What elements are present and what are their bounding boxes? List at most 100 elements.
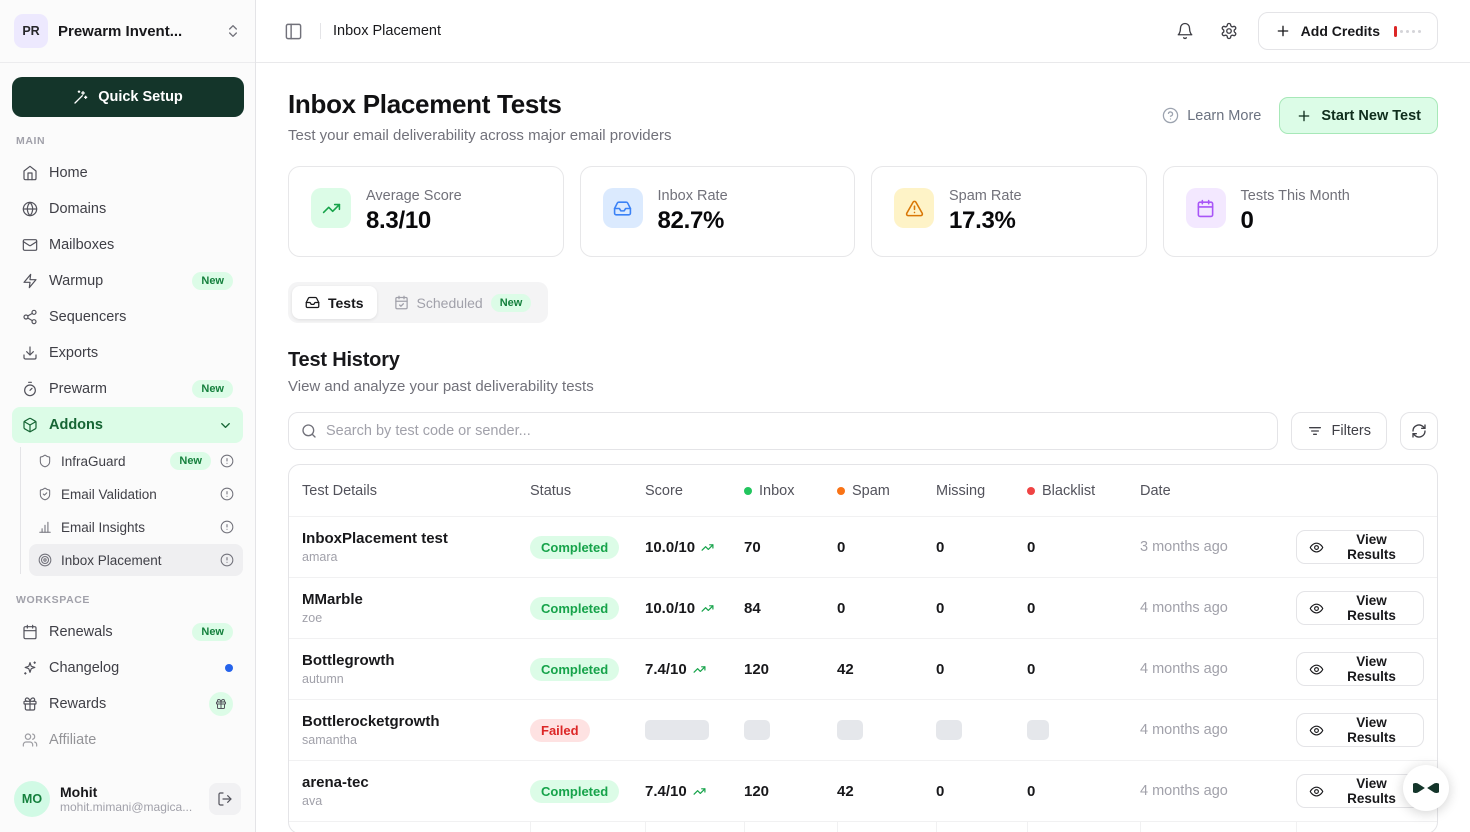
org-switcher[interactable]: PR Prewarm Invent... [0, 0, 255, 63]
stat-card-tests-this-month: Tests This Month 0 [1162, 166, 1438, 257]
quick-setup-button[interactable]: Quick Setup [12, 77, 244, 117]
stat-label: Average Score [366, 188, 462, 204]
settings-button[interactable] [1214, 16, 1244, 46]
view-results-button[interactable]: View Results [1296, 774, 1424, 808]
stat-text: Inbox Rate 82.7% [658, 188, 728, 235]
tab-scheduled[interactable]: Scheduled New [381, 286, 545, 319]
table-row: MMarble zoe Completed 10.0/10 84 0 0 0 4… [289, 577, 1437, 638]
tab-tests[interactable]: Tests [292, 286, 377, 319]
users-icon [22, 732, 38, 748]
user-email: mohit.mimani@magica... [60, 800, 193, 814]
cell-missing: 0 [936, 782, 945, 800]
cell-inbox: 120 [744, 782, 770, 800]
gear-icon [1220, 22, 1238, 40]
sidebar-item-addons[interactable]: Addons [12, 407, 243, 443]
view-results-button[interactable]: View Results [1296, 530, 1424, 564]
cell-blacklist: 0 [1027, 538, 1036, 556]
cell-test-details: Bottlerocketgrowth samantha [302, 713, 530, 747]
sidebar-subitem-email-validation[interactable]: Email Validation [29, 478, 243, 510]
refresh-button[interactable] [1400, 412, 1438, 450]
sidebar-subitem-label: Email Validation [61, 486, 157, 502]
cell-status: Completed [530, 596, 645, 620]
table-row: arena-tec ava Completed 7.4/10 120 42 0 … [289, 760, 1437, 821]
info-circle-icon [220, 487, 234, 501]
sidebar-item-affiliate[interactable]: Affiliate [12, 722, 243, 758]
notification-dot [225, 664, 233, 672]
cell-spam: 0 [837, 538, 846, 556]
sidebar-item-renewals[interactable]: Renewals New [12, 614, 243, 650]
cell-score: 10.0/10 [645, 600, 744, 617]
cell-inbox [744, 720, 837, 740]
info-circle-icon [220, 454, 234, 468]
addons-subtree: InfraGuard New Email Validation Email In… [20, 445, 243, 576]
sidebar-toggle-button[interactable] [278, 16, 308, 46]
org-name: Prewarm Invent... [58, 22, 183, 40]
table-row: InboxPlacement test amara Completed 10.0… [289, 516, 1437, 577]
sidebar-item-label: Domains [49, 201, 107, 217]
learn-more-button[interactable]: Learn More [1162, 107, 1261, 124]
gift-icon [22, 696, 38, 712]
cell-spam: 42 [837, 782, 854, 800]
test-sender: samantha [302, 733, 357, 747]
sidebar-subitem-label: InfraGuard [61, 453, 126, 469]
cell-score: 7.4/10 [645, 661, 744, 678]
test-sender: autumn [302, 672, 344, 686]
view-results-button[interactable]: View Results [1296, 652, 1424, 686]
notifications-button[interactable] [1170, 16, 1200, 46]
test-name: arena-tec [302, 774, 369, 791]
filters-button[interactable]: Filters [1290, 412, 1387, 450]
eye-icon [1309, 662, 1324, 677]
zap-icon [22, 273, 38, 289]
target-icon [38, 553, 52, 567]
magic-wand-icon [73, 89, 89, 105]
sidebar-item-warmup[interactable]: Warmup New [12, 263, 243, 299]
test-sender: amara [302, 550, 338, 564]
chevrons-up-down-icon [225, 23, 241, 39]
sidebar-subitem-label: Inbox Placement [61, 552, 162, 568]
tab-tests-label: Tests [328, 294, 364, 311]
search-input[interactable] [326, 423, 1265, 439]
sidebar-subitem-inbox-placement[interactable]: Inbox Placement [29, 544, 243, 576]
plus-icon [1296, 108, 1312, 124]
logout-button[interactable] [209, 783, 241, 815]
sidebar-item-rewards[interactable]: Rewards [12, 686, 243, 722]
view-results-button[interactable]: View Results [1296, 713, 1424, 747]
cell-status: Failed [530, 718, 645, 742]
view-results-button[interactable]: View Results [1296, 591, 1424, 625]
info-circle-icon [220, 553, 234, 567]
new-badge: New [170, 452, 211, 470]
sidebar-item-prewarm[interactable]: Prewarm New [12, 371, 243, 407]
sidebar-item-changelog[interactable]: Changelog [12, 650, 243, 686]
sidebar-item-home[interactable]: Home [12, 155, 243, 191]
user-meta: Mohit mohit.mimani@magica... [60, 784, 199, 814]
col-missing: Missing [936, 482, 986, 499]
sidebar-item-label: Addons [49, 417, 103, 433]
table-row: Bottlerocketgrowth samantha Failed 4 mon… [289, 699, 1437, 760]
eye-icon [1309, 784, 1324, 799]
start-new-test-button[interactable]: Start New Test [1279, 97, 1438, 134]
sidebar-subitem-infraguard[interactable]: InfraGuard New [29, 445, 243, 477]
sidebar-item-sequencers[interactable]: Sequencers [12, 299, 243, 335]
search-box [288, 412, 1278, 450]
sidebar-subitem-email-insights[interactable]: Email Insights [29, 511, 243, 543]
sidebar-item-mailboxes[interactable]: Mailboxes [12, 227, 243, 263]
col-spam: Spam [837, 483, 936, 499]
status-badge: Failed [530, 718, 590, 742]
cell-blacklist: 0 [1027, 599, 1036, 617]
test-history-table: Test Details Status Score Inbox Spam Mis… [288, 464, 1438, 832]
eye-icon [1309, 723, 1324, 738]
cell-inbox: 120 [744, 660, 770, 678]
sidebar-item-exports[interactable]: Exports [12, 335, 243, 371]
add-credits-button[interactable]: Add Credits [1257, 12, 1438, 50]
assistant-widget-button[interactable] [1403, 765, 1449, 811]
globe-icon [22, 201, 38, 217]
cell-test-details: InboxPlacement test amara [302, 530, 530, 564]
cell-score: 7.4/10 [645, 783, 744, 800]
cell-action: View Results [1296, 530, 1424, 564]
cell-spam: 42 [837, 660, 854, 678]
sidebar-item-domains[interactable]: Domains [12, 191, 243, 227]
calendar-icon [1185, 188, 1226, 228]
test-name: InboxPlacement test [302, 530, 448, 547]
cell-test-details: MMarble zoe [302, 591, 530, 625]
new-badge: New [490, 293, 532, 312]
